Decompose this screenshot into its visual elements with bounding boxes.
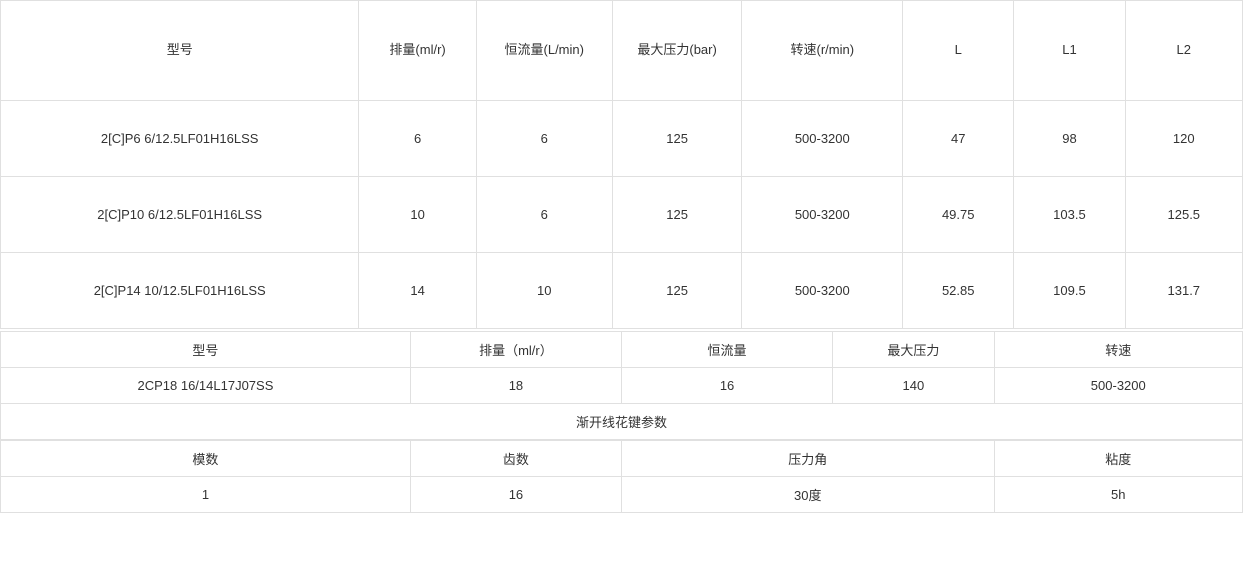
col-max-pressure: 最大压力(bar) (612, 1, 742, 101)
spline-params-title: 渐开线花键参数 (1, 404, 1243, 440)
cell: 52.85 (903, 253, 1014, 329)
col-speed: 转速(r/min) (742, 1, 903, 101)
cell: 125 (612, 101, 742, 177)
spec-table-3: 模数 齿数 压力角 粘度 1 16 30度 5h (0, 440, 1243, 513)
spec-table-1: 型号 排量(ml/r) 恒流量(L/min) 最大压力(bar) 转速(r/mi… (0, 0, 1243, 329)
cell: 16 (410, 477, 621, 513)
cell: 10 (476, 253, 612, 329)
cell: 500-3200 (742, 253, 903, 329)
cell: 140 (833, 368, 994, 404)
table-header-row: 型号 排量（ml/r） 恒流量 最大压力 转速 (1, 332, 1243, 368)
cell: 6 (476, 177, 612, 253)
col-model: 型号 (1, 332, 411, 368)
cell: 125.5 (1125, 177, 1242, 253)
cell: 14 (359, 253, 476, 329)
cell: 125 (612, 177, 742, 253)
spanner-row: 渐开线花键参数 (1, 404, 1243, 440)
cell: 109.5 (1014, 253, 1125, 329)
cell-model: 2[C]P14 10/12.5LF01H16LSS (1, 253, 359, 329)
cell: 6 (476, 101, 612, 177)
cell: 500-3200 (742, 177, 903, 253)
table-header-row: 模数 齿数 压力角 粘度 (1, 441, 1243, 477)
cell: 131.7 (1125, 253, 1242, 329)
spec-table-2: 型号 排量（ml/r） 恒流量 最大压力 转速 2CP18 16/14L17J0… (0, 331, 1243, 440)
cell: 5h (994, 477, 1242, 513)
cell: 500-3200 (742, 101, 903, 177)
col-teeth: 齿数 (410, 441, 621, 477)
cell: 1 (1, 477, 411, 513)
cell-model: 2[C]P6 6/12.5LF01H16LSS (1, 101, 359, 177)
cell: 49.75 (903, 177, 1014, 253)
col-model: 型号 (1, 1, 359, 101)
cell: 6 (359, 101, 476, 177)
table-row: 2CP18 16/14L17J07SS 18 16 140 500-3200 (1, 368, 1243, 404)
col-max-pressure: 最大压力 (833, 332, 994, 368)
col-displacement: 排量（ml/r） (410, 332, 621, 368)
cell: 47 (903, 101, 1014, 177)
table-row: 1 16 30度 5h (1, 477, 1243, 513)
col-flow: 恒流量(L/min) (476, 1, 612, 101)
cell: 500-3200 (994, 368, 1242, 404)
cell: 16 (621, 368, 832, 404)
cell: 103.5 (1014, 177, 1125, 253)
col-l: L (903, 1, 1014, 101)
table-row: 2[C]P10 6/12.5LF01H16LSS 10 6 125 500-32… (1, 177, 1243, 253)
cell: 120 (1125, 101, 1242, 177)
cell: 18 (410, 368, 621, 404)
table-row: 2[C]P6 6/12.5LF01H16LSS 6 6 125 500-3200… (1, 101, 1243, 177)
col-flow: 恒流量 (621, 332, 832, 368)
cell-model: 2CP18 16/14L17J07SS (1, 368, 411, 404)
cell: 125 (612, 253, 742, 329)
cell: 30度 (621, 477, 994, 513)
cell: 10 (359, 177, 476, 253)
cell: 98 (1014, 101, 1125, 177)
col-l2: L2 (1125, 1, 1242, 101)
col-viscosity: 粘度 (994, 441, 1242, 477)
table-row: 2[C]P14 10/12.5LF01H16LSS 14 10 125 500-… (1, 253, 1243, 329)
col-l1: L1 (1014, 1, 1125, 101)
col-pressure-angle: 压力角 (621, 441, 994, 477)
cell-model: 2[C]P10 6/12.5LF01H16LSS (1, 177, 359, 253)
col-module: 模数 (1, 441, 411, 477)
table-header-row: 型号 排量(ml/r) 恒流量(L/min) 最大压力(bar) 转速(r/mi… (1, 1, 1243, 101)
col-displacement: 排量(ml/r) (359, 1, 476, 101)
col-speed: 转速 (994, 332, 1242, 368)
